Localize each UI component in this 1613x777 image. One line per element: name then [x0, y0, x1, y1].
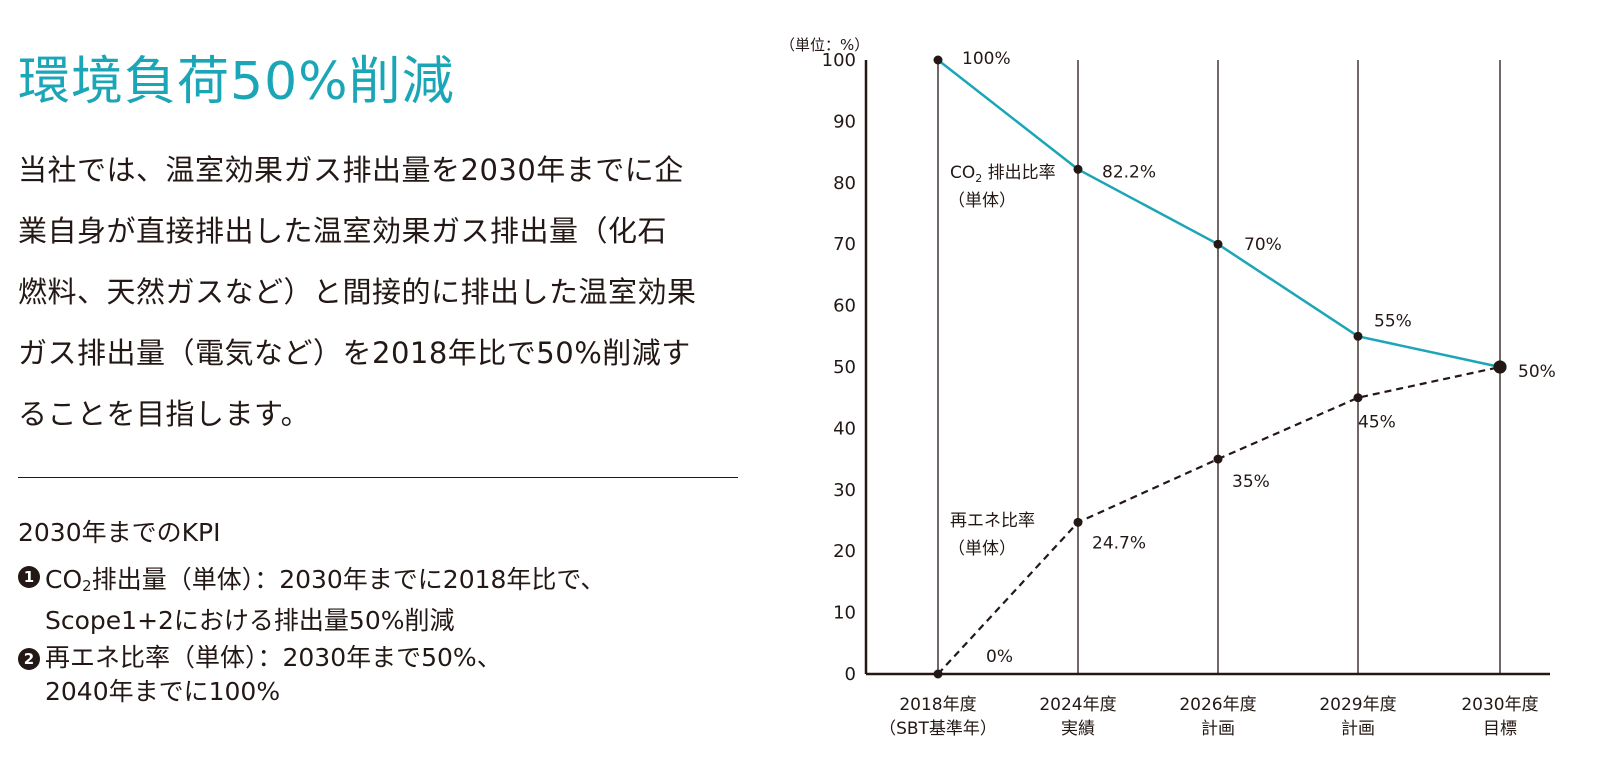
y-tick-label: 10: [833, 603, 856, 624]
kpi-item-co2: 1 CO2排出量（単体）：2030年までに2018年比で、 Scope1+2にお…: [18, 559, 605, 641]
y-tick-label: 60: [833, 296, 856, 317]
kpi-item-line: CO2排出量（単体）：2030年までに2018年比で、: [45, 559, 605, 600]
chart-container: （単位：%） 0 10 20 30 40 50 60 70 80 90 100 2018年度 （SBT基準…: [760, 0, 1613, 777]
number-badge-2: 2: [18, 648, 40, 670]
y-tick-label: 70: [833, 234, 856, 255]
x-tick-label: 2030年度: [1461, 695, 1538, 715]
data-point: [1073, 164, 1083, 174]
description-line: ることを目指します。: [18, 397, 311, 431]
x-tick-label: 目標: [1483, 719, 1517, 739]
data-label: 70%: [1244, 235, 1282, 255]
kpi-heading: 2030年までのKPI: [18, 518, 221, 547]
description-line: ガス排出量（電気など）を2018年比で50%削減す: [18, 336, 691, 370]
data-point: [1353, 393, 1363, 403]
description-line: 当社では、温室効果ガス排出量を2030年までに企: [18, 153, 684, 187]
x-tick-label: （SBT基準年）: [879, 719, 997, 739]
line-chart: （単位：%） 0 10 20 30 40 50 60 70 80 90 100 2018年度 （SBT基準…: [780, 36, 1556, 739]
series-label-co2: CO2 排出比率: [950, 163, 1056, 185]
x-tick-label: 2026年度: [1179, 695, 1256, 715]
data-label: 24.7%: [1092, 533, 1146, 553]
description-line: 業自身が直接排出した温室効果ガス排出量（化石: [18, 214, 668, 248]
data-point: [1073, 517, 1083, 527]
kpi-item-renewable: 2 再エネ比率（単体）：2030年まで50%、 2040年までに100%: [18, 641, 605, 709]
x-tick-label: 2018年度: [899, 695, 976, 715]
data-point: [1213, 239, 1223, 249]
kpi-item-line: Scope1+2における排出量50%削減: [45, 606, 455, 635]
data-label: 82.2%: [1102, 162, 1156, 182]
data-point: [1213, 454, 1223, 464]
series-label-renewable: 再エネ比率: [950, 511, 1035, 531]
kpi-section: 2030年までのKPI 1 CO2排出量（単体）：2030年までに2018年比で…: [18, 515, 605, 709]
y-tick-label: 30: [833, 480, 856, 501]
x-tick-label: 計画: [1201, 719, 1235, 739]
kpi-item-line: 2040年までに100%: [45, 677, 281, 706]
kpi-text: CO: [45, 565, 83, 594]
y-tick-label: 0: [845, 664, 856, 685]
data-point: [1353, 331, 1363, 341]
y-tick-label: 40: [833, 418, 856, 439]
x-tick-label: 計画: [1341, 719, 1375, 739]
series-label-line2: （単体）: [948, 539, 1016, 559]
y-tick-label: 20: [833, 541, 856, 562]
data-label: 100%: [962, 49, 1011, 69]
page-title: 環境負荷50%削減: [18, 52, 455, 112]
unit-label: （単位：%）: [780, 36, 869, 54]
x-tick-label: 2024年度: [1039, 695, 1116, 715]
series-line-co2: [937, 59, 1501, 369]
y-tick-label: 100: [822, 50, 856, 71]
kpi-subscript: 2: [82, 577, 92, 595]
x-tick-label: 2029年度: [1319, 695, 1396, 715]
series-label-line2: （単体）: [948, 191, 1016, 211]
y-tick-label: 50: [833, 357, 856, 378]
data-point: [933, 669, 943, 679]
data-label: 50%: [1518, 362, 1556, 382]
description-line: 燃料、天然ガスなど）と間接的に排出した温室効果: [18, 275, 697, 309]
data-label: 35%: [1232, 472, 1270, 492]
number-badge-1: 1: [18, 566, 40, 588]
data-label: 55%: [1374, 311, 1412, 331]
divider: [18, 477, 738, 478]
kpi-item-line: 再エネ比率（単体）：2030年まで50%、: [45, 643, 502, 672]
y-tick-label: 90: [833, 111, 856, 132]
data-label: 45%: [1358, 413, 1396, 433]
x-tick-label: 実績: [1061, 719, 1095, 739]
data-label: 0%: [986, 647, 1013, 667]
data-point: [1493, 360, 1507, 374]
kpi-text: 排出量（単体）：2030年までに2018年比で、: [91, 565, 606, 594]
description: 当社では、温室効果ガス排出量を2030年までに企 業自身が直接排出した温室効果ガ…: [18, 140, 738, 445]
y-tick-label: 80: [833, 173, 856, 194]
data-point: [933, 55, 943, 65]
